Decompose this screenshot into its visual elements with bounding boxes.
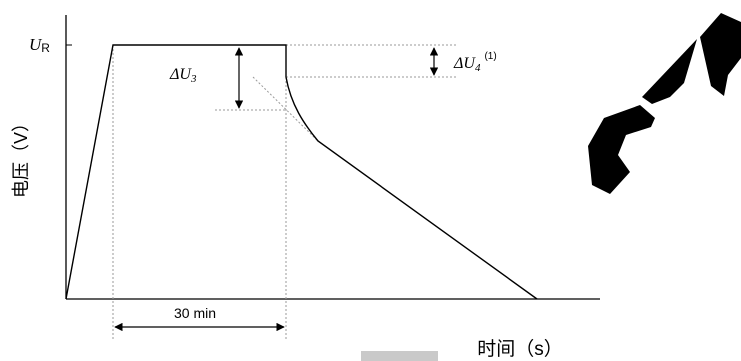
scan-gray-bar bbox=[361, 351, 438, 361]
watermark-letter-c bbox=[588, 105, 655, 194]
duration-label: 30 min bbox=[174, 305, 216, 321]
guide-tangent bbox=[252, 76, 319, 142]
watermark-letter-p bbox=[700, 13, 741, 96]
x-axis-title: 时间（s） bbox=[477, 338, 563, 360]
du3-subscript: 3 bbox=[190, 73, 197, 85]
du4-delta: ΔU bbox=[453, 55, 476, 72]
y-axis-title: 电压（V） bbox=[11, 114, 31, 198]
du4-subscript: 4 bbox=[475, 62, 481, 74]
voltage-curve bbox=[65, 44, 538, 300]
ur-subscript: R bbox=[41, 41, 50, 55]
du4-label: ΔU4(1) bbox=[453, 51, 497, 74]
watermark-cap-logo bbox=[588, 13, 741, 194]
du3-delta: ΔU bbox=[169, 66, 192, 83]
watermark-letter-a bbox=[642, 39, 697, 104]
du3-label: ΔU3 bbox=[169, 66, 197, 85]
du4-footnote: (1) bbox=[484, 51, 496, 62]
ur-symbol: U bbox=[29, 35, 43, 54]
guide-lines bbox=[112, 44, 457, 340]
ur-label: UR bbox=[29, 35, 50, 55]
